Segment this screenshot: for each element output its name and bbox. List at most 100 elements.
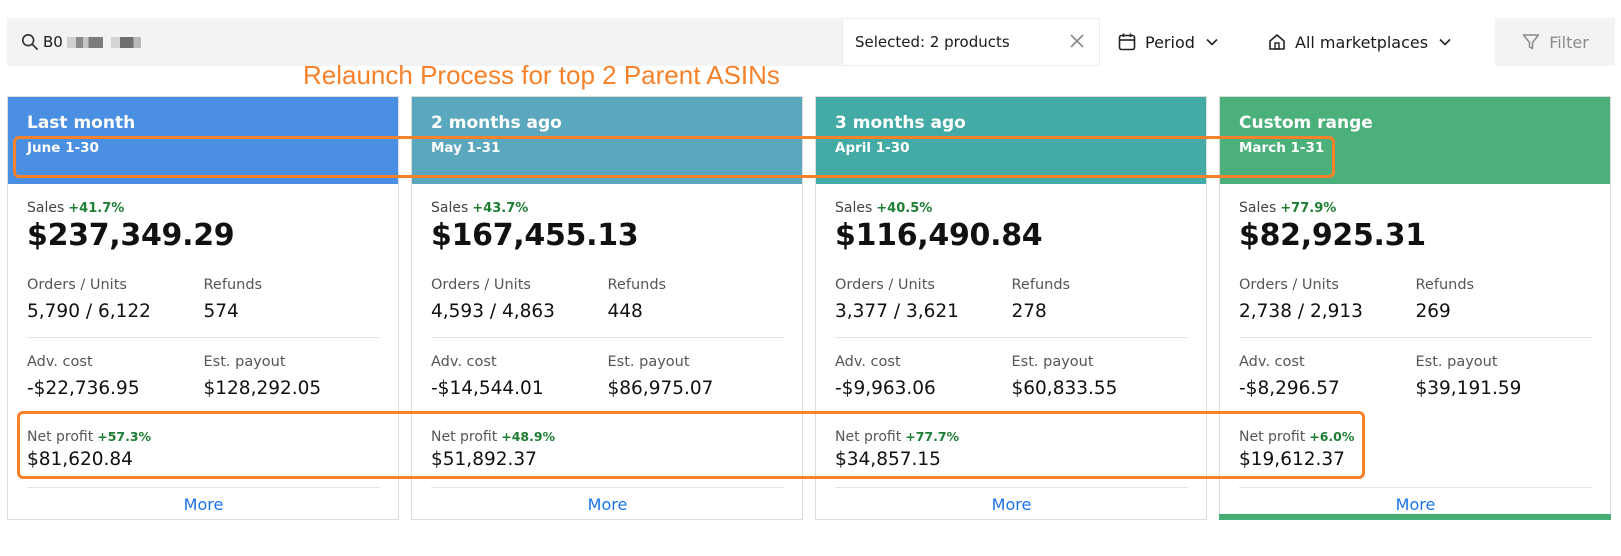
orders-units-value: 2,738 / 2,913 — [1239, 301, 1363, 322]
card-date-range: March 1-31 — [1239, 140, 1325, 156]
refunds-value: 278 — [1011, 301, 1047, 322]
divider — [835, 337, 1188, 338]
cost-payout-row: Adv. cost -$14,544.01 Est. payout $86,97… — [431, 354, 784, 399]
period-card: 2 months ago May 1-31 Sales +43.7% $167,4… — [411, 96, 803, 520]
sales-change: +40.5% — [876, 201, 933, 216]
divider — [431, 337, 784, 338]
card-title: 2 months ago — [431, 113, 562, 133]
net-profit-change: +6.0% — [1309, 429, 1355, 444]
home-icon — [1269, 34, 1285, 50]
active-card-indicator — [1219, 514, 1611, 520]
period-card: 3 months ago April 1-30 Sales +40.5% $116… — [815, 96, 1207, 520]
orders-refunds-row: Orders / Units 2,738 / 2,913 Refunds 269 — [1239, 277, 1592, 322]
chevron-down-icon — [1439, 38, 1451, 46]
net-profit-change: +57.3% — [97, 429, 152, 444]
est-payout-value: $39,191.59 — [1415, 378, 1522, 399]
cost-payout-row: Adv. cost -$9,963.06 Est. payout $60,833… — [835, 354, 1188, 399]
sales-label: Sales — [27, 200, 65, 216]
calendar-icon — [1118, 33, 1136, 51]
sales-change: +43.7% — [472, 201, 529, 216]
filter-icon — [1522, 34, 1540, 50]
refunds-label: Refunds — [1011, 277, 1071, 293]
sales-label: Sales — [835, 200, 873, 216]
card-date-range: June 1-30 — [27, 140, 99, 156]
adv-cost-value: -$9,963.06 — [835, 378, 936, 399]
period-dropdown[interactable]: Period — [1117, 18, 1219, 66]
search-icon — [21, 33, 39, 51]
refunds-label: Refunds — [607, 277, 667, 293]
divider — [27, 337, 380, 338]
card-title: 3 months ago — [835, 113, 966, 133]
refunds-label: Refunds — [203, 277, 263, 293]
more-link[interactable]: More — [183, 495, 224, 514]
net-profit-label: Net profit — [1239, 429, 1306, 445]
filter-button[interactable]: Filter — [1495, 18, 1615, 66]
annotation-text: Relaunch Process for top 2 Parent ASINs — [303, 60, 780, 90]
net-profit-label-row: Net profit +77.7% — [835, 429, 1188, 445]
card-date-range: April 1-30 — [835, 140, 910, 156]
orders-units-value: 4,593 / 4,863 — [431, 301, 555, 322]
adv-cost-value: -$14,544.01 — [431, 378, 544, 399]
card-header[interactable]: 3 months ago April 1-30 — [816, 97, 1206, 184]
refunds-label: Refunds — [1415, 277, 1475, 293]
sales-label-row: Sales +43.7% — [431, 200, 784, 216]
sales-change: +41.7% — [68, 201, 125, 216]
card-title: Last month — [27, 113, 136, 133]
period-label: Period — [1145, 32, 1195, 52]
divider — [431, 487, 784, 488]
selected-products-chip[interactable]: Selected: 2 products — [842, 18, 1100, 66]
card-header[interactable]: Custom range March 1-31 — [1220, 97, 1610, 184]
more-link[interactable]: More — [1395, 495, 1436, 514]
divider — [1239, 337, 1592, 338]
net-profit-label: Net profit — [27, 429, 94, 445]
sales-value: $167,455.13 — [431, 218, 639, 253]
net-profit-value: $51,892.37 — [431, 449, 537, 470]
more-link[interactable]: More — [991, 495, 1032, 514]
card-header[interactable]: 2 months ago May 1-31 — [412, 97, 802, 184]
sales-label-row: Sales +41.7% — [27, 200, 380, 216]
card-body: Sales +40.5% $116,490.84 Orders / Units 3… — [816, 200, 1206, 514]
adv-cost-value: -$22,736.95 — [27, 378, 140, 399]
orders-units-label: Orders / Units — [27, 277, 127, 293]
orders-units-label: Orders / Units — [835, 277, 935, 293]
est-payout-label: Est. payout — [1415, 354, 1498, 370]
orders-refunds-row: Orders / Units 5,790 / 6,122 Refunds 574 — [27, 277, 380, 322]
orders-units-label: Orders / Units — [1239, 277, 1339, 293]
marketplaces-dropdown[interactable]: All marketplaces — [1267, 18, 1452, 66]
adv-cost-label: Adv. cost — [431, 354, 497, 370]
net-profit-change: +77.7% — [905, 429, 960, 444]
cost-payout-row: Adv. cost -$22,736.95 Est. payout $128,2… — [27, 354, 380, 399]
adv-cost-label: Adv. cost — [1239, 354, 1305, 370]
toolbar: B0 Selected: 2 products Period All marke… — [7, 18, 1615, 66]
net-profit-value: $19,612.37 — [1239, 449, 1345, 470]
net-profit-value: $34,857.15 — [835, 449, 941, 470]
more-link[interactable]: More — [587, 495, 628, 514]
net-profit-label: Net profit — [431, 429, 498, 445]
sales-value: $237,349.29 — [27, 218, 235, 253]
redacted-text — [110, 36, 141, 48]
orders-refunds-row: Orders / Units 4,593 / 4,863 Refunds 448 — [431, 277, 784, 322]
net-profit-label-row: Net profit +57.3% — [27, 429, 380, 445]
card-body: Sales +43.7% $167,455.13 Orders / Units 4… — [412, 200, 802, 514]
orders-units-label: Orders / Units — [431, 277, 531, 293]
orders-units-value: 5,790 / 6,122 — [27, 301, 151, 322]
est-payout-label: Est. payout — [607, 354, 690, 370]
chevron-down-icon — [1206, 38, 1218, 46]
orders-refunds-row: Orders / Units 3,377 / 3,621 Refunds 278 — [835, 277, 1188, 322]
card-date-range: May 1-31 — [431, 140, 501, 156]
period-card: Last month June 1-30 Sales +41.7% $237,34… — [7, 96, 399, 520]
filter-label: Filter — [1549, 32, 1589, 52]
sales-change: +77.9% — [1280, 201, 1337, 216]
net-profit-label-row: Net profit +6.0% — [1239, 429, 1592, 445]
sales-label: Sales — [1239, 200, 1277, 216]
card-header[interactable]: Last month June 1-30 — [8, 97, 398, 184]
card-title: Custom range — [1239, 113, 1373, 133]
close-icon[interactable] — [1067, 31, 1087, 51]
divider — [835, 487, 1188, 488]
adv-cost-value: -$8,296.57 — [1239, 378, 1340, 399]
refunds-value: 269 — [1415, 301, 1451, 322]
adv-cost-label: Adv. cost — [27, 354, 93, 370]
card-body: Sales +77.9% $82,925.31 Orders / Units 2,… — [1220, 200, 1610, 514]
sales-label-row: Sales +77.9% — [1239, 200, 1592, 216]
sales-value: $116,490.84 — [835, 218, 1043, 253]
